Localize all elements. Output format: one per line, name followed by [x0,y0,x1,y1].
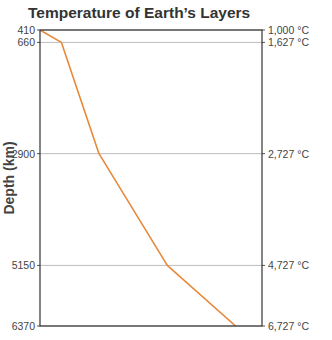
y2-tick-label: 2,727 °C [268,148,309,160]
plot-area [40,30,236,326]
y2-tick-label: 1,627 °C [268,36,309,48]
grid-line [40,153,262,154]
y2-tick-label: 4,727 °C [268,259,309,271]
plot-frame [40,30,262,326]
chart-container: Temperature of Earth’s LayersDepth (km)4… [0,0,332,340]
title: Temperature of Earth’s Layers [28,4,250,21]
y-tick-label: 660 [17,36,35,48]
grid-line [40,42,262,43]
y2-tick-label: 6,727 °C [268,320,309,332]
y-tick-label: 410 [17,24,35,36]
y2-tick-label: 1,000 °C [268,24,309,36]
y-tick-label: 2900 [12,148,36,160]
y-tick-label: 5150 [12,259,36,271]
y-tick-label: 6370 [12,320,36,332]
data-line [40,30,236,326]
grid-line [40,265,262,266]
chart-svg: Temperature of Earth’s LayersDepth (km)4… [0,0,332,340]
